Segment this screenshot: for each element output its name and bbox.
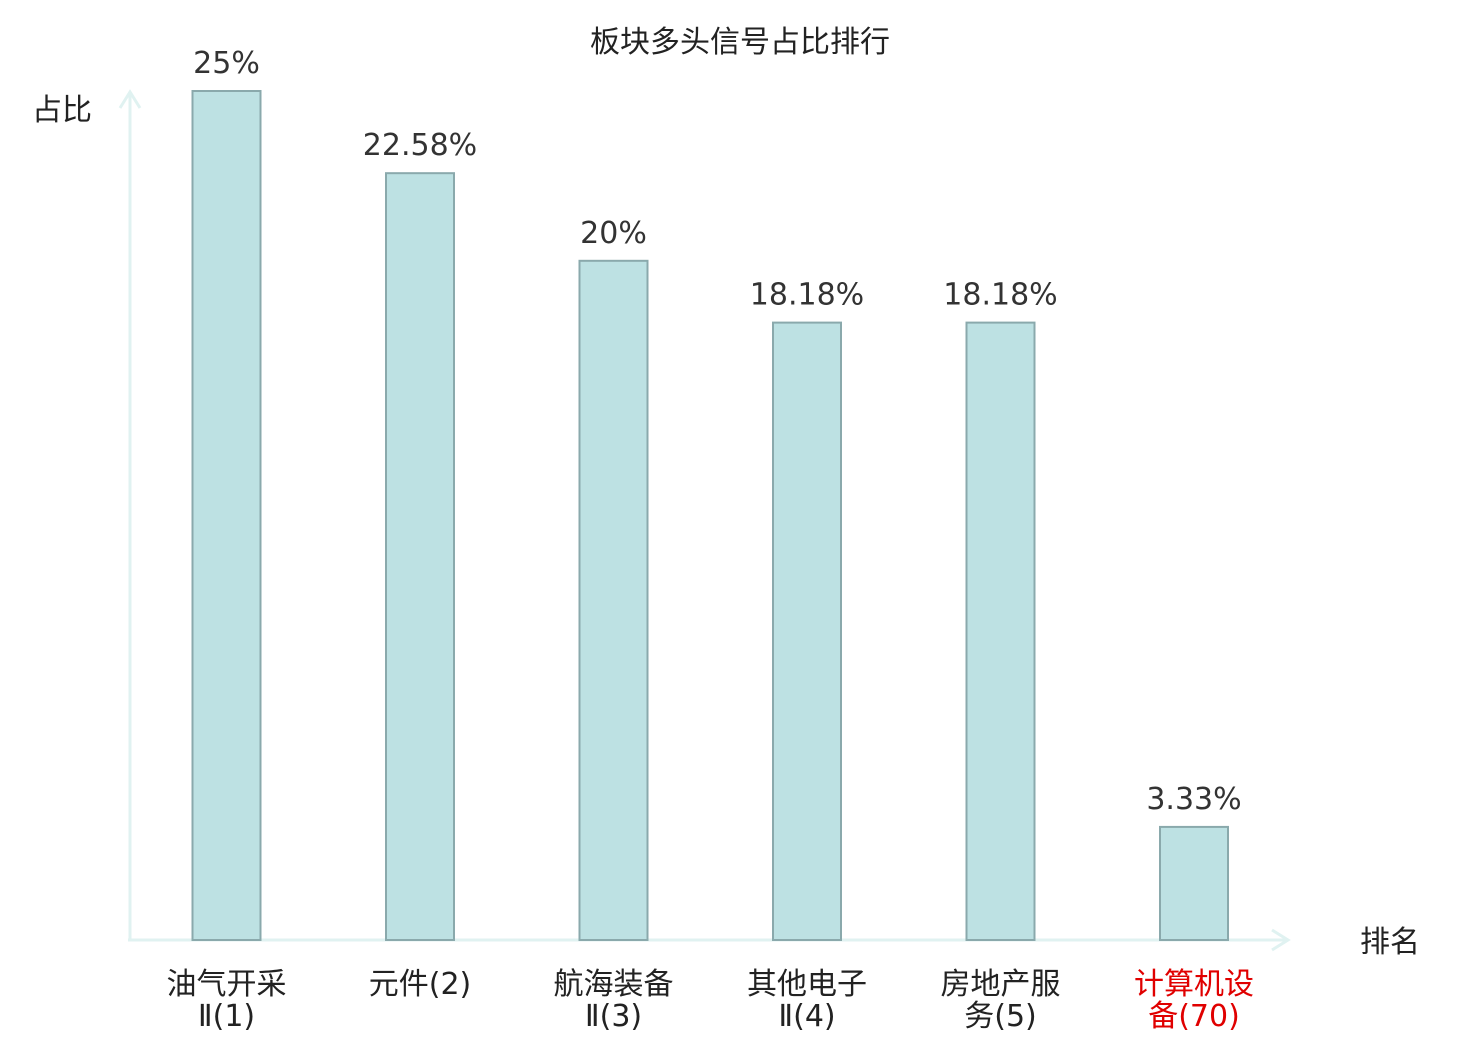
y-axis-arrow xyxy=(118,89,142,109)
value-label-5: 18.18% xyxy=(943,278,1057,313)
bar-4 xyxy=(772,321,842,942)
category-label-1-line-2: Ⅱ(1) xyxy=(198,999,255,1034)
bar-2 xyxy=(385,172,455,941)
category-label-6-line-1: 计算机设 xyxy=(1134,967,1254,1002)
bar-5 xyxy=(965,321,1036,942)
category-label-1-line-1: 油气开采 xyxy=(167,967,287,1002)
value-label-3: 20% xyxy=(580,216,647,251)
x-axis-arrow xyxy=(1271,928,1291,952)
value-labels: 25% 22.58% 20% 18.18% 18.18% 3.33% xyxy=(193,46,1242,817)
value-label-6: 3.33% xyxy=(1146,782,1241,817)
y-axis xyxy=(118,89,142,940)
bar-1 xyxy=(191,90,262,941)
category-label-3-line-2: Ⅱ(3) xyxy=(585,999,642,1034)
category-label-6-line-2: 备(70) xyxy=(1148,999,1240,1034)
category-label-3-line-1: 航海装备 xyxy=(554,967,674,1002)
category-label-4-line-2: Ⅱ(4) xyxy=(778,999,835,1034)
value-label-4: 18.18% xyxy=(750,278,864,313)
value-label-2: 22.58% xyxy=(363,128,477,163)
category-label-2: 元件(2) xyxy=(369,967,472,1002)
category-label-5-line-1: 房地产服 xyxy=(941,967,1061,1002)
value-label-1: 25% xyxy=(193,46,260,81)
bar-3 xyxy=(578,259,649,941)
category-label-2-line-1: 元件(2) xyxy=(369,967,472,1002)
category-label-4-line-1: 其他电子 xyxy=(747,967,867,1002)
chart-title: 板块多头信号占比排行 xyxy=(590,25,890,60)
bars xyxy=(191,90,1229,942)
x-axis xyxy=(128,928,1291,952)
y-axis-title: 占比 xyxy=(32,93,92,128)
category-label-5-line-2: 务(5) xyxy=(964,999,1037,1034)
bar-6 xyxy=(1159,825,1229,942)
x-axis-title: 排名 xyxy=(1360,925,1420,960)
